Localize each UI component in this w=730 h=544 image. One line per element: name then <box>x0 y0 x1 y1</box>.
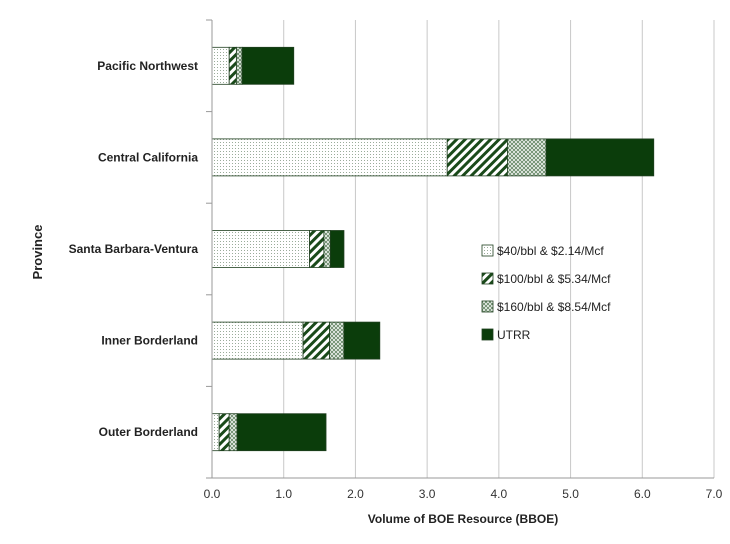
x-tick-label: 3.0 <box>419 487 436 501</box>
category-label: Outer Borderland <box>99 425 198 439</box>
legend-swatch <box>481 328 494 341</box>
bar-segment <box>309 230 325 268</box>
bar-segment <box>241 46 295 85</box>
bar-segment <box>228 413 238 452</box>
x-tick-label: 5.0 <box>562 487 579 501</box>
gridlines <box>283 20 715 478</box>
category-label: Pacific Northwest <box>97 59 198 73</box>
axes <box>206 19 714 479</box>
x-tick-label: 4.0 <box>491 487 508 501</box>
legend-label: UTRR <box>497 328 531 342</box>
y-axis-label: Province <box>30 225 45 280</box>
bar-segment <box>211 321 304 360</box>
bar-segment <box>302 321 331 360</box>
bar-segment <box>211 138 448 177</box>
bar-segment <box>329 230 345 268</box>
bar-segment <box>211 230 310 268</box>
bar-segment <box>211 413 220 452</box>
x-axis-label: Volume of BOE Resource (BBOE) <box>368 512 558 526</box>
x-tick-label: 1.0 <box>275 487 292 501</box>
bar-segment <box>218 413 230 452</box>
category-label: Santa Barbara-Ventura <box>69 242 199 256</box>
bar-segment <box>211 46 230 85</box>
bars <box>211 46 655 452</box>
bar-segment <box>228 46 237 85</box>
bar-segment <box>323 230 331 268</box>
legend-swatch <box>481 272 494 285</box>
bar-segment <box>329 321 345 360</box>
tick-labels: 0.0 1.0 2.0 3.0 4.0 5.0 6.0 7.0 Pacific Northwes… <box>69 59 723 501</box>
category-label: Inner Borderland <box>101 334 198 348</box>
legend-label: $160/bbl & $8.54/Mcf <box>497 300 611 314</box>
x-tick-label: 6.0 <box>634 487 651 501</box>
x-tick-label: 2.0 <box>347 487 364 501</box>
bar-segment <box>446 138 508 177</box>
legend-label: $100/bbl & $5.34/Mcf <box>497 272 611 286</box>
legend: $40/bbl & $2.14/Mcf $100/bbl & $5.34/Mcf $… <box>481 244 611 342</box>
x-tick-label: 0.0 <box>204 487 221 501</box>
bar-segment <box>236 413 327 452</box>
x-tick-label: 7.0 <box>706 487 723 501</box>
bar-segment <box>545 138 655 177</box>
bar-segment <box>507 138 547 177</box>
legend-swatch <box>481 244 494 257</box>
legend-label: $40/bbl & $2.14/Mcf <box>497 244 604 258</box>
legend-swatch <box>481 300 494 313</box>
bar-segment <box>343 321 381 360</box>
bar-segment <box>235 46 243 85</box>
category-label: Central California <box>98 150 198 164</box>
